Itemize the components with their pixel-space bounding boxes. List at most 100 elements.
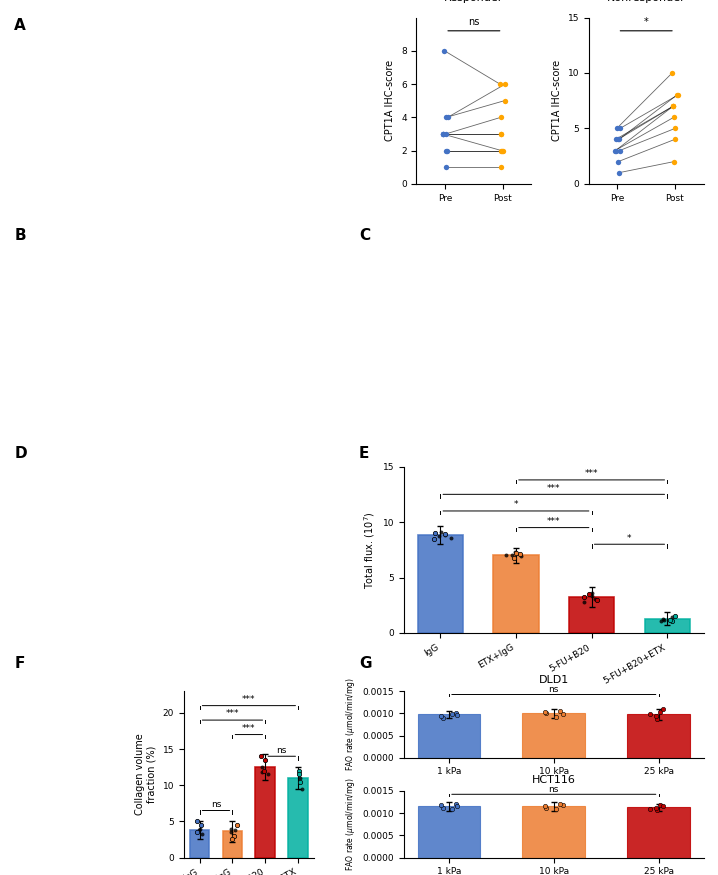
Point — [554, 704, 566, 718]
Point — [437, 127, 448, 141]
Text: ns: ns — [468, 18, 480, 27]
Point — [508, 550, 519, 564]
Point — [437, 127, 449, 141]
Point — [558, 707, 569, 721]
Text: *: * — [644, 18, 648, 27]
Point — [497, 144, 508, 158]
Point — [540, 801, 551, 815]
Point — [500, 77, 511, 91]
Point — [651, 802, 663, 816]
Point — [669, 609, 681, 623]
Point — [195, 822, 206, 836]
Point — [495, 160, 507, 174]
Point — [429, 526, 441, 540]
Point — [262, 767, 274, 781]
Point — [495, 127, 506, 141]
Point — [668, 99, 679, 113]
Point — [558, 798, 569, 812]
Title: HCT116: HCT116 — [532, 774, 576, 785]
Point — [429, 532, 440, 546]
Point — [191, 825, 202, 839]
Point — [554, 797, 566, 811]
Bar — [418, 807, 480, 858]
Bar — [523, 713, 585, 758]
Point — [658, 612, 669, 626]
Point — [579, 591, 590, 605]
Text: *: * — [513, 500, 518, 509]
Point — [495, 144, 507, 158]
Point — [612, 155, 624, 169]
Point — [669, 122, 681, 136]
Y-axis label: FAO rate ($\mu$mol/min/mg): FAO rate ($\mu$mol/min/mg) — [344, 677, 357, 772]
Point — [655, 705, 666, 719]
Bar — [223, 831, 242, 858]
Point — [500, 549, 512, 563]
Point — [447, 707, 458, 721]
Point — [539, 800, 551, 814]
Point — [226, 832, 238, 846]
Point — [294, 771, 306, 785]
Text: *: * — [628, 534, 632, 542]
Text: ns: ns — [276, 746, 287, 754]
Point — [589, 592, 600, 605]
Text: D: D — [14, 446, 27, 461]
Point — [539, 705, 551, 719]
Point — [612, 132, 624, 146]
Point — [256, 749, 267, 763]
Text: ns: ns — [549, 685, 559, 694]
Point — [226, 832, 238, 846]
Y-axis label: CPT1A IHC-score: CPT1A IHC-score — [386, 60, 396, 141]
Point — [225, 825, 237, 839]
Point — [584, 587, 595, 601]
Point — [668, 132, 680, 146]
Point — [496, 144, 508, 158]
Point — [445, 530, 457, 544]
Point — [584, 587, 595, 601]
Point — [609, 144, 620, 158]
Point — [294, 774, 305, 788]
Text: B: B — [14, 228, 26, 242]
Point — [451, 800, 462, 814]
Point — [259, 752, 271, 766]
Y-axis label: CPT1A IHC-score: CPT1A IHC-score — [552, 60, 562, 141]
Point — [293, 764, 304, 778]
Point — [259, 752, 271, 766]
Point — [540, 706, 551, 720]
Bar — [627, 808, 690, 858]
Point — [667, 99, 679, 113]
Title: Nonresponder: Nonresponder — [607, 0, 686, 3]
Point — [587, 590, 598, 604]
Bar — [418, 714, 480, 758]
Bar — [256, 767, 275, 858]
Point — [658, 800, 669, 814]
Point — [440, 144, 452, 158]
Point — [666, 611, 678, 625]
Point — [667, 99, 679, 113]
Text: ***: *** — [242, 724, 256, 733]
Point — [293, 767, 304, 781]
Point — [579, 591, 590, 605]
Point — [256, 749, 267, 763]
Point — [664, 612, 676, 626]
Point — [613, 132, 625, 146]
Point — [258, 764, 270, 778]
Point — [437, 127, 449, 141]
Bar — [645, 619, 690, 633]
Point — [551, 802, 562, 816]
Point — [435, 709, 447, 723]
Point — [656, 613, 667, 627]
Y-axis label: FAO rate ($\mu$mol/min/mg): FAO rate ($\mu$mol/min/mg) — [344, 777, 357, 872]
Point — [437, 801, 449, 815]
Point — [592, 592, 603, 606]
Point — [225, 822, 237, 836]
Point — [437, 710, 449, 724]
Point — [439, 528, 450, 542]
Point — [258, 764, 270, 778]
Title: DLD1: DLD1 — [538, 675, 569, 685]
Text: A: A — [14, 18, 26, 32]
Text: E: E — [359, 446, 369, 461]
Y-axis label: Total flux. ($10^7$): Total flux. ($10^7$) — [363, 511, 377, 589]
Point — [514, 547, 526, 561]
Bar — [190, 830, 210, 858]
Text: ***: *** — [585, 469, 598, 479]
